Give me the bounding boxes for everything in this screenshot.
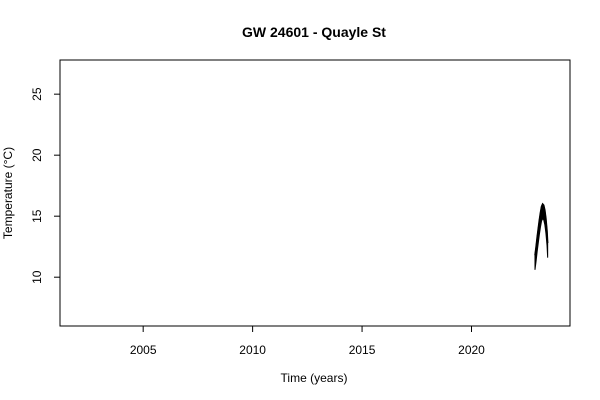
y-tick-label: 10 bbox=[30, 270, 44, 284]
x-tick-label: 2015 bbox=[349, 343, 376, 357]
temperature-series-line bbox=[534, 202, 549, 256]
y-tick-label: 15 bbox=[30, 209, 44, 223]
y-axis: 10 15 20 25 bbox=[30, 87, 60, 284]
x-tick-label: 2020 bbox=[458, 343, 485, 357]
y-tick-label: 20 bbox=[30, 148, 44, 162]
x-tick-label: 2005 bbox=[130, 343, 157, 357]
plot-frame bbox=[59, 59, 571, 327]
y-axis-label: Temperature (°C) bbox=[1, 147, 15, 239]
x-axis: 2005 2010 2015 2020 bbox=[130, 326, 485, 357]
y-tick-label: 25 bbox=[30, 87, 44, 101]
x-axis-label: Time (years) bbox=[281, 371, 348, 385]
series-layer bbox=[534, 202, 549, 270]
x-tick-label: 2010 bbox=[239, 343, 266, 357]
chart-title: GW 24601 - Quayle St bbox=[242, 24, 386, 40]
